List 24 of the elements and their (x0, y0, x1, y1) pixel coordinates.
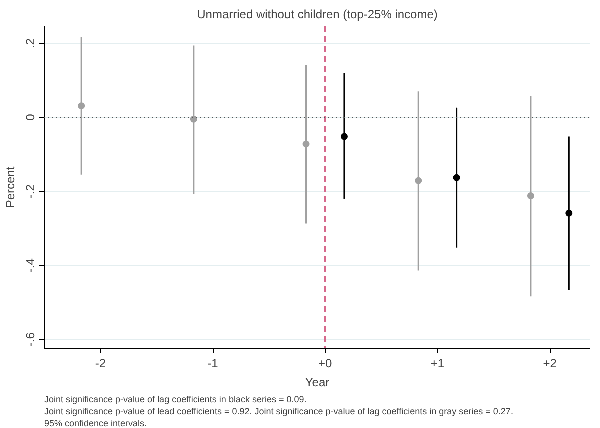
y-tick-label: .2 (24, 38, 38, 49)
y-tick-label: 0 (24, 114, 38, 121)
point (566, 210, 573, 217)
y-tick-label: -.4 (24, 258, 38, 273)
point (78, 102, 86, 110)
x-tick-label: -1 (208, 356, 219, 370)
point (453, 174, 460, 182)
x-axis-title: Year (305, 376, 330, 390)
point (527, 192, 534, 200)
x-tick-label: +2 (543, 356, 558, 370)
text: Joint significance p-value of lag coefficients in black series = 0.09. (44, 394, 307, 404)
y-tick-label: -.6 (24, 332, 38, 347)
y-axis-title: Percent (4, 166, 18, 208)
text: 95% confidence intervals. (44, 418, 148, 428)
x-tick-label: -2 (95, 356, 106, 370)
point (302, 140, 310, 148)
y-tick-label: -.2 (24, 184, 38, 199)
point (340, 133, 348, 140)
point (415, 177, 422, 184)
chart-title: Unmarried without children (top-25% income) (197, 8, 438, 22)
text: Joint significance p-value of lead coefficients = 0.92. Joint significance p-value of lag coefficients in gray series = 0.27. (44, 406, 514, 416)
point (190, 116, 198, 123)
x-tick-label: +1 (430, 356, 445, 370)
x-tick-label: +0 (318, 356, 333, 370)
